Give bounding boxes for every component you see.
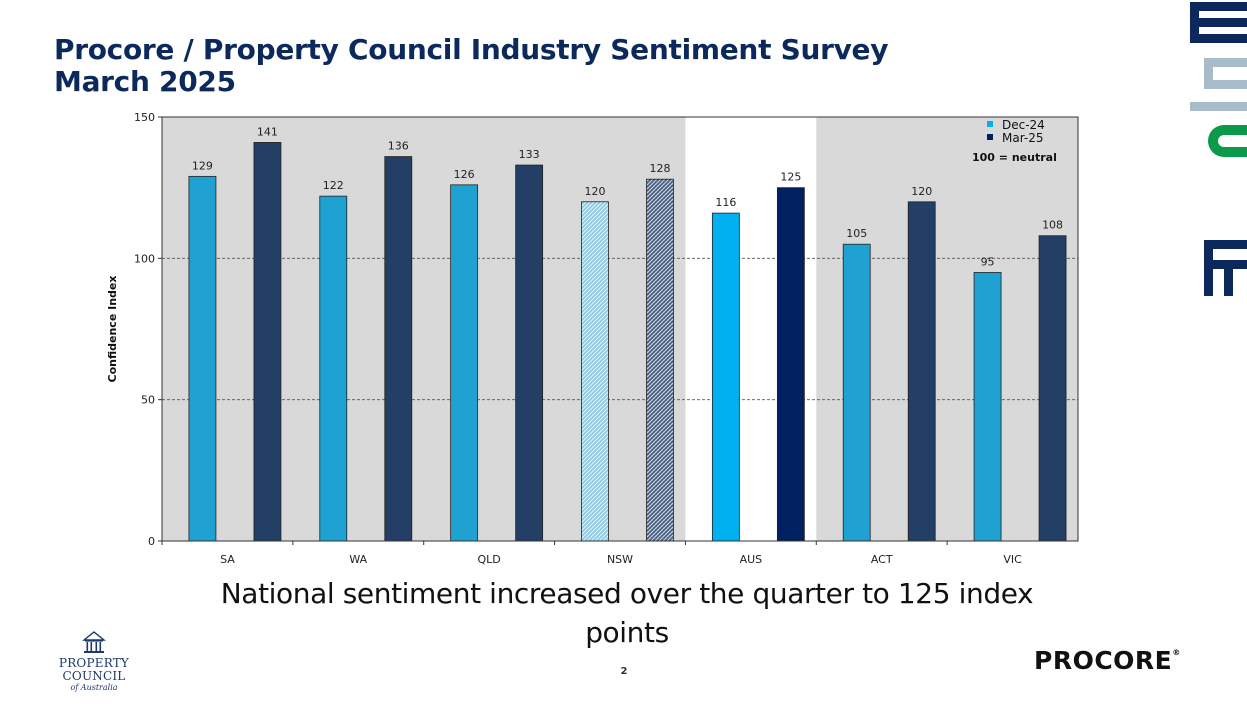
property-council-logo: PROPERTY COUNCIL of Australia	[44, 630, 148, 694]
bar-act-mar-25	[907, 201, 936, 542]
page-title: Procore / Property Council Industry Sent…	[54, 33, 889, 98]
data-label: 95	[981, 255, 995, 268]
bar-wa-dec-24	[319, 195, 348, 542]
bar-act-dec-24	[842, 243, 871, 542]
decorative-brand-graphic	[1190, 2, 1247, 296]
bar-aus-dec-24	[711, 212, 740, 542]
data-label: 128	[650, 162, 671, 175]
data-label: 133	[519, 148, 540, 161]
bar-nsw-mar-25	[646, 178, 674, 542]
y-tick-label: 150	[134, 111, 155, 124]
data-label: 120	[585, 185, 606, 198]
data-label: 105	[846, 227, 867, 240]
pca-line-1: PROPERTY	[58, 656, 130, 670]
x-tick-label: VIC	[1003, 553, 1022, 566]
y-tick-label: 0	[148, 535, 155, 548]
bar-qld-mar-25	[515, 164, 544, 542]
y-tick-label: 100	[134, 252, 155, 265]
procore-wordmark: PROCORE	[1034, 646, 1173, 675]
legend-entry: Mar-25	[1002, 131, 1043, 145]
plot-frame	[161, 116, 1079, 542]
plot-area	[162, 117, 1078, 541]
page-number: 2	[620, 666, 628, 677]
legend-entry: Dec-24	[1002, 118, 1045, 132]
procore-logo: PROCORE®	[1034, 646, 1181, 675]
data-label: 122	[323, 179, 344, 192]
pca-line-3: of Australia	[70, 683, 118, 692]
data-label: 116	[715, 196, 736, 209]
data-label: 126	[454, 168, 475, 181]
data-label: 136	[388, 140, 409, 153]
chart-caption: National sentiment increased over the qu…	[220, 577, 1034, 649]
bar-aus-mar-25	[776, 187, 805, 542]
bar-qld-dec-24	[450, 184, 479, 542]
pca-line-2: COUNCIL	[62, 669, 126, 683]
x-tick-label: ACT	[871, 553, 893, 566]
data-label: 120	[911, 185, 932, 198]
x-tick-label: SA	[220, 553, 235, 566]
legend-note: 100 = neutral	[972, 151, 1057, 164]
registered-mark: ®	[1172, 648, 1181, 657]
x-tick-label: WA	[349, 553, 367, 566]
bar-vic-dec-24	[973, 272, 1002, 542]
bar-wa-mar-25	[384, 156, 413, 542]
data-label: 125	[780, 171, 801, 184]
bar-sa-mar-25	[253, 142, 282, 542]
y-tick-label: 50	[141, 394, 155, 407]
x-tick-label: QLD	[478, 553, 501, 566]
bar-vic-mar-25	[1038, 235, 1067, 542]
data-label: 141	[257, 125, 278, 138]
data-label: 108	[1042, 219, 1063, 232]
building-icon	[82, 631, 106, 653]
legend-swatch	[987, 121, 993, 127]
y-axis-label: Confidence Index	[106, 276, 119, 383]
bar-sa-dec-24	[188, 175, 217, 542]
x-tick-label: NSW	[607, 553, 633, 566]
bar-nsw-dec-24	[581, 201, 609, 542]
legend-swatch	[987, 134, 993, 140]
data-label: 129	[192, 159, 213, 172]
x-tick-label: AUS	[740, 553, 763, 566]
